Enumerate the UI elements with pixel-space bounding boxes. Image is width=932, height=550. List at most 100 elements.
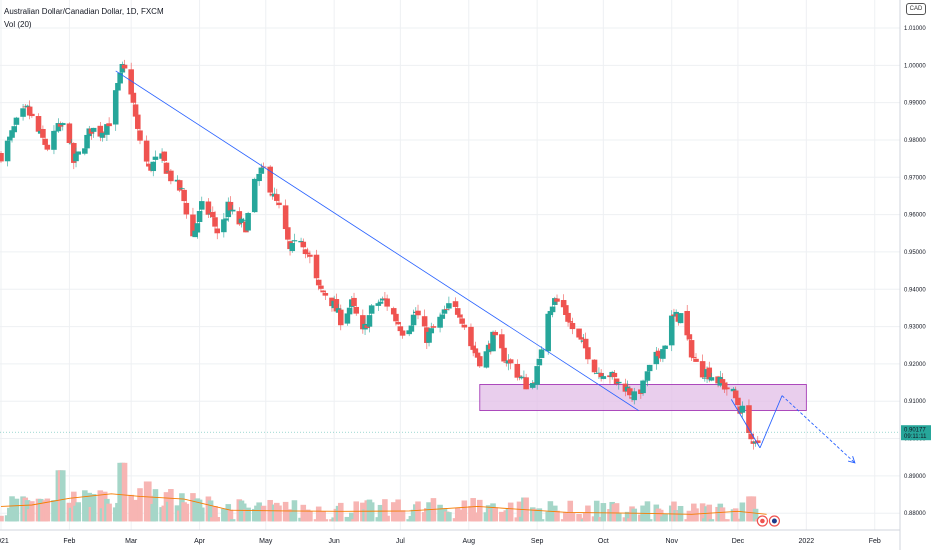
candle-body xyxy=(29,113,35,117)
volume-bar xyxy=(29,501,35,522)
volume-bar xyxy=(399,510,406,522)
candle-body xyxy=(653,351,660,365)
candle-body xyxy=(582,338,589,349)
candle-body xyxy=(196,210,203,223)
candle-body xyxy=(459,318,465,324)
volume-bar xyxy=(0,515,4,522)
candle-body xyxy=(514,363,521,378)
volume-bar xyxy=(152,489,159,522)
candle-body xyxy=(399,330,406,336)
candle-body xyxy=(470,345,476,350)
candle-body xyxy=(227,201,234,211)
candle-body xyxy=(472,348,479,354)
y-tick-label: 0.96000 xyxy=(904,213,926,219)
candle-body xyxy=(454,308,461,315)
x-tick-label: Aug xyxy=(463,538,476,545)
volume-bar xyxy=(212,505,218,522)
y-tick-label: 0.97000 xyxy=(904,175,926,181)
volume-bar xyxy=(724,519,730,522)
volume-bar xyxy=(382,499,388,522)
candle-body xyxy=(397,326,404,332)
candle-body xyxy=(82,148,88,154)
candle-body xyxy=(214,228,221,234)
volume-bar xyxy=(276,505,282,522)
candle-body xyxy=(210,212,216,218)
volume-bar xyxy=(349,512,355,522)
candle-body xyxy=(437,316,443,328)
volume-bar xyxy=(631,508,638,522)
volume-bar xyxy=(593,500,600,522)
x-tick-label: Feb xyxy=(869,538,881,545)
y-tick-label: 0.95000 xyxy=(904,250,926,256)
candle-body xyxy=(755,440,761,443)
candle-body xyxy=(194,223,201,233)
candle-body xyxy=(106,123,112,127)
candle-body xyxy=(75,151,82,155)
candle-body xyxy=(251,178,258,213)
candle-body xyxy=(686,334,693,340)
x-tick-label: Oct xyxy=(598,538,609,545)
candle-body xyxy=(410,314,417,326)
x-tick-label: Apr xyxy=(194,538,206,545)
candle-body xyxy=(137,130,143,141)
candle-body xyxy=(627,388,633,396)
volume-bar xyxy=(516,501,523,522)
volume-bar xyxy=(199,507,205,522)
candle-body xyxy=(468,326,474,347)
legend-volume: Vol (20) xyxy=(4,20,32,29)
legend-title: Australian Dollar/Canadian Dollar, 1D, F… xyxy=(4,7,164,16)
candle-body xyxy=(688,340,695,358)
volume-bar xyxy=(395,499,401,522)
candle-body xyxy=(499,334,505,349)
candle-body xyxy=(408,325,415,332)
currency-badge[interactable]: CAD xyxy=(906,3,926,15)
candle-body xyxy=(146,163,152,167)
y-tick-label: 1.00000 xyxy=(904,63,926,69)
y-tick-label: 0.99000 xyxy=(904,101,926,107)
volume-bar xyxy=(536,508,543,522)
candle-body xyxy=(702,377,708,379)
candle-body xyxy=(132,104,139,117)
volume-bar xyxy=(446,512,452,522)
candle-body xyxy=(267,166,273,193)
candle-body xyxy=(569,322,576,330)
candle-body xyxy=(9,130,15,138)
volume-bar xyxy=(322,519,329,522)
x-tick-label: Nov xyxy=(666,538,679,545)
candle-body xyxy=(677,313,684,324)
candle-body xyxy=(282,205,289,230)
projection-segment xyxy=(759,395,783,449)
volume-bar xyxy=(307,511,313,522)
candle-body xyxy=(611,372,618,378)
trendline xyxy=(115,70,639,411)
candle-body xyxy=(128,69,134,95)
volume-bar xyxy=(708,519,715,522)
candle-body xyxy=(84,134,90,149)
y-tick-label: 0.88000 xyxy=(904,511,926,517)
candle-body xyxy=(591,359,598,373)
candle-body xyxy=(333,299,340,312)
candle-body xyxy=(560,300,567,308)
grid-layer xyxy=(0,0,900,530)
candle-body xyxy=(724,387,730,390)
candle-body xyxy=(135,114,141,129)
candle-body xyxy=(536,358,543,366)
x-tick-label: 2022 xyxy=(799,538,815,545)
volume-ma-line xyxy=(0,493,767,515)
volume-bar xyxy=(415,501,421,522)
candle-body xyxy=(44,144,51,150)
candle-body xyxy=(97,125,104,137)
volume-bar xyxy=(256,502,262,522)
candle-body xyxy=(212,217,218,227)
candle-body xyxy=(691,357,697,359)
candle-body xyxy=(545,313,551,352)
candle-body xyxy=(684,310,690,336)
candle-body xyxy=(538,349,545,359)
x-tick-label: May xyxy=(259,538,273,545)
candle-body xyxy=(598,372,604,378)
x-tick-label: Jul xyxy=(396,538,405,545)
candle-body xyxy=(576,328,582,338)
